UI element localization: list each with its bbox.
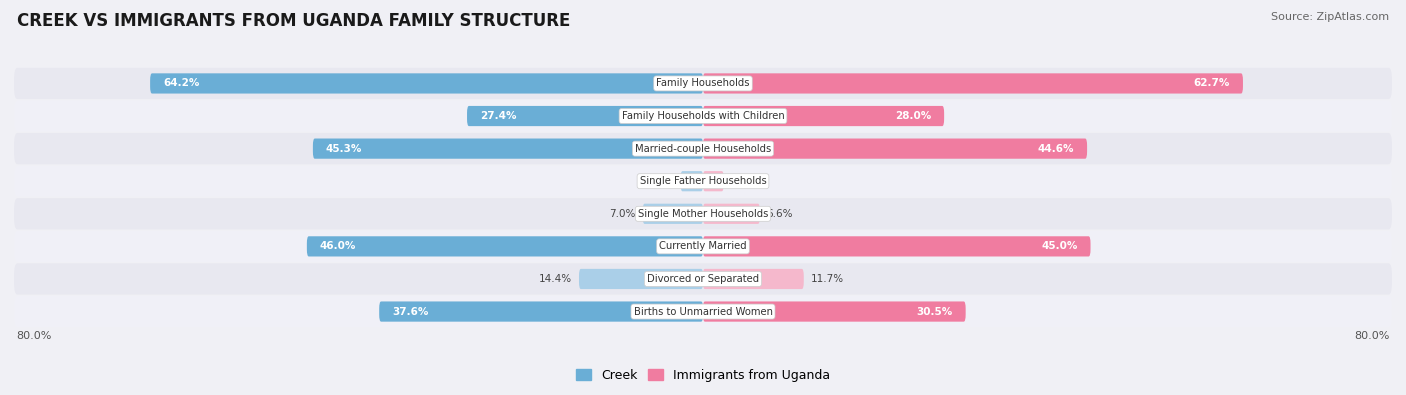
Text: Divorced or Separated: Divorced or Separated bbox=[647, 274, 759, 284]
Text: 80.0%: 80.0% bbox=[17, 331, 52, 341]
FancyBboxPatch shape bbox=[14, 296, 1392, 327]
Text: 64.2%: 64.2% bbox=[163, 79, 200, 88]
Text: 11.7%: 11.7% bbox=[811, 274, 844, 284]
Text: 80.0%: 80.0% bbox=[1354, 331, 1389, 341]
Text: Source: ZipAtlas.com: Source: ZipAtlas.com bbox=[1271, 12, 1389, 22]
Text: Married-couple Households: Married-couple Households bbox=[636, 144, 770, 154]
Text: Currently Married: Currently Married bbox=[659, 241, 747, 251]
Text: 2.6%: 2.6% bbox=[647, 176, 673, 186]
FancyBboxPatch shape bbox=[467, 106, 703, 126]
Text: 44.6%: 44.6% bbox=[1038, 144, 1074, 154]
Text: 28.0%: 28.0% bbox=[896, 111, 931, 121]
FancyBboxPatch shape bbox=[681, 171, 703, 191]
FancyBboxPatch shape bbox=[14, 198, 1392, 229]
FancyBboxPatch shape bbox=[703, 236, 1091, 256]
FancyBboxPatch shape bbox=[14, 100, 1392, 132]
FancyBboxPatch shape bbox=[703, 301, 966, 322]
FancyBboxPatch shape bbox=[314, 139, 703, 159]
Text: 62.7%: 62.7% bbox=[1194, 79, 1230, 88]
FancyBboxPatch shape bbox=[307, 236, 703, 256]
FancyBboxPatch shape bbox=[703, 106, 945, 126]
FancyBboxPatch shape bbox=[643, 204, 703, 224]
Text: CREEK VS IMMIGRANTS FROM UGANDA FAMILY STRUCTURE: CREEK VS IMMIGRANTS FROM UGANDA FAMILY S… bbox=[17, 12, 571, 30]
Text: 14.4%: 14.4% bbox=[538, 274, 572, 284]
FancyBboxPatch shape bbox=[14, 166, 1392, 197]
Text: 45.3%: 45.3% bbox=[326, 144, 363, 154]
FancyBboxPatch shape bbox=[14, 68, 1392, 99]
Text: 45.0%: 45.0% bbox=[1042, 241, 1077, 251]
Text: Births to Unmarried Women: Births to Unmarried Women bbox=[634, 307, 772, 316]
Text: 2.4%: 2.4% bbox=[731, 176, 756, 186]
FancyBboxPatch shape bbox=[579, 269, 703, 289]
Text: 7.0%: 7.0% bbox=[609, 209, 636, 219]
Text: Family Households: Family Households bbox=[657, 79, 749, 88]
FancyBboxPatch shape bbox=[14, 263, 1392, 295]
FancyBboxPatch shape bbox=[14, 231, 1392, 262]
Text: 6.6%: 6.6% bbox=[766, 209, 793, 219]
Text: Single Mother Households: Single Mother Households bbox=[638, 209, 768, 219]
FancyBboxPatch shape bbox=[150, 73, 703, 94]
FancyBboxPatch shape bbox=[703, 269, 804, 289]
FancyBboxPatch shape bbox=[703, 204, 759, 224]
Text: Single Father Households: Single Father Households bbox=[640, 176, 766, 186]
FancyBboxPatch shape bbox=[703, 139, 1087, 159]
Text: Family Households with Children: Family Households with Children bbox=[621, 111, 785, 121]
FancyBboxPatch shape bbox=[703, 73, 1243, 94]
Text: 37.6%: 37.6% bbox=[392, 307, 429, 316]
Text: 27.4%: 27.4% bbox=[479, 111, 516, 121]
Text: 30.5%: 30.5% bbox=[917, 307, 953, 316]
FancyBboxPatch shape bbox=[14, 133, 1392, 164]
FancyBboxPatch shape bbox=[703, 171, 724, 191]
FancyBboxPatch shape bbox=[380, 301, 703, 322]
Text: 46.0%: 46.0% bbox=[319, 241, 356, 251]
Legend: Creek, Immigrants from Uganda: Creek, Immigrants from Uganda bbox=[571, 364, 835, 387]
